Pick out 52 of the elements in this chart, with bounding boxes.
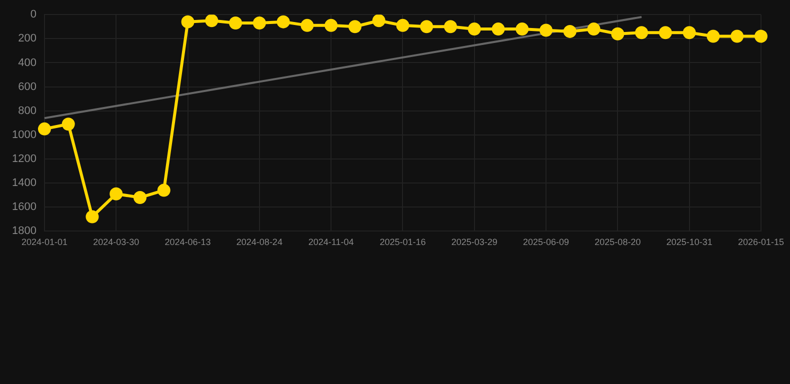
point — [324, 18, 338, 32]
point — [181, 15, 194, 28]
y-tick-label: 1000 — [12, 128, 36, 141]
point — [682, 26, 696, 40]
point — [563, 24, 576, 38]
point — [62, 118, 75, 131]
x-tick-label: 2024-06-13 — [164, 237, 211, 248]
y-tick-label: 200 — [18, 32, 36, 45]
point — [658, 26, 672, 40]
point — [229, 16, 242, 30]
point — [157, 184, 170, 197]
point — [300, 18, 314, 32]
point — [348, 20, 362, 34]
x-tick-label: 2024-11-04 — [308, 237, 354, 248]
y-tick-label: 400 — [18, 56, 36, 69]
x-tick-label: 2024-08-24 — [236, 237, 282, 248]
point — [611, 27, 624, 40]
y-tick-label: 1600 — [12, 201, 36, 214]
x-tick-label: 2025-03-29 — [451, 237, 498, 248]
y-tick-label: 600 — [18, 80, 36, 93]
x-tick-label: 2025-06-09 — [523, 237, 570, 248]
x-tick-label: 2026-01-15 — [738, 237, 784, 248]
y-tick-label: 800 — [18, 104, 36, 117]
point — [587, 22, 600, 36]
point — [468, 22, 481, 36]
x-tick-label: 2024-01-01 — [21, 237, 68, 248]
point — [420, 20, 434, 34]
point — [635, 26, 648, 40]
point — [252, 16, 266, 30]
point — [444, 20, 457, 34]
y-tick-label: 1400 — [12, 177, 36, 190]
point — [38, 122, 51, 136]
point — [492, 22, 505, 36]
point — [110, 187, 123, 200]
y-tick-label: 1800 — [12, 225, 36, 238]
y-tick-label: 0 — [30, 8, 36, 21]
x-tick-label: 2024-03-30 — [93, 237, 140, 248]
x-tick-label: 2025-10-31 — [666, 237, 712, 248]
point — [396, 18, 410, 32]
point — [86, 210, 99, 224]
point — [516, 22, 529, 36]
x-tick-label: 2025-08-20 — [594, 237, 641, 248]
point — [134, 191, 147, 204]
point — [205, 14, 218, 28]
point — [372, 14, 386, 28]
point — [276, 15, 290, 28]
point — [730, 30, 744, 43]
x-tick-label: 2025-01-16 — [380, 237, 426, 248]
point — [754, 30, 768, 43]
point — [540, 24, 553, 37]
y-tick-label: 1200 — [12, 153, 36, 166]
point — [706, 30, 720, 43]
